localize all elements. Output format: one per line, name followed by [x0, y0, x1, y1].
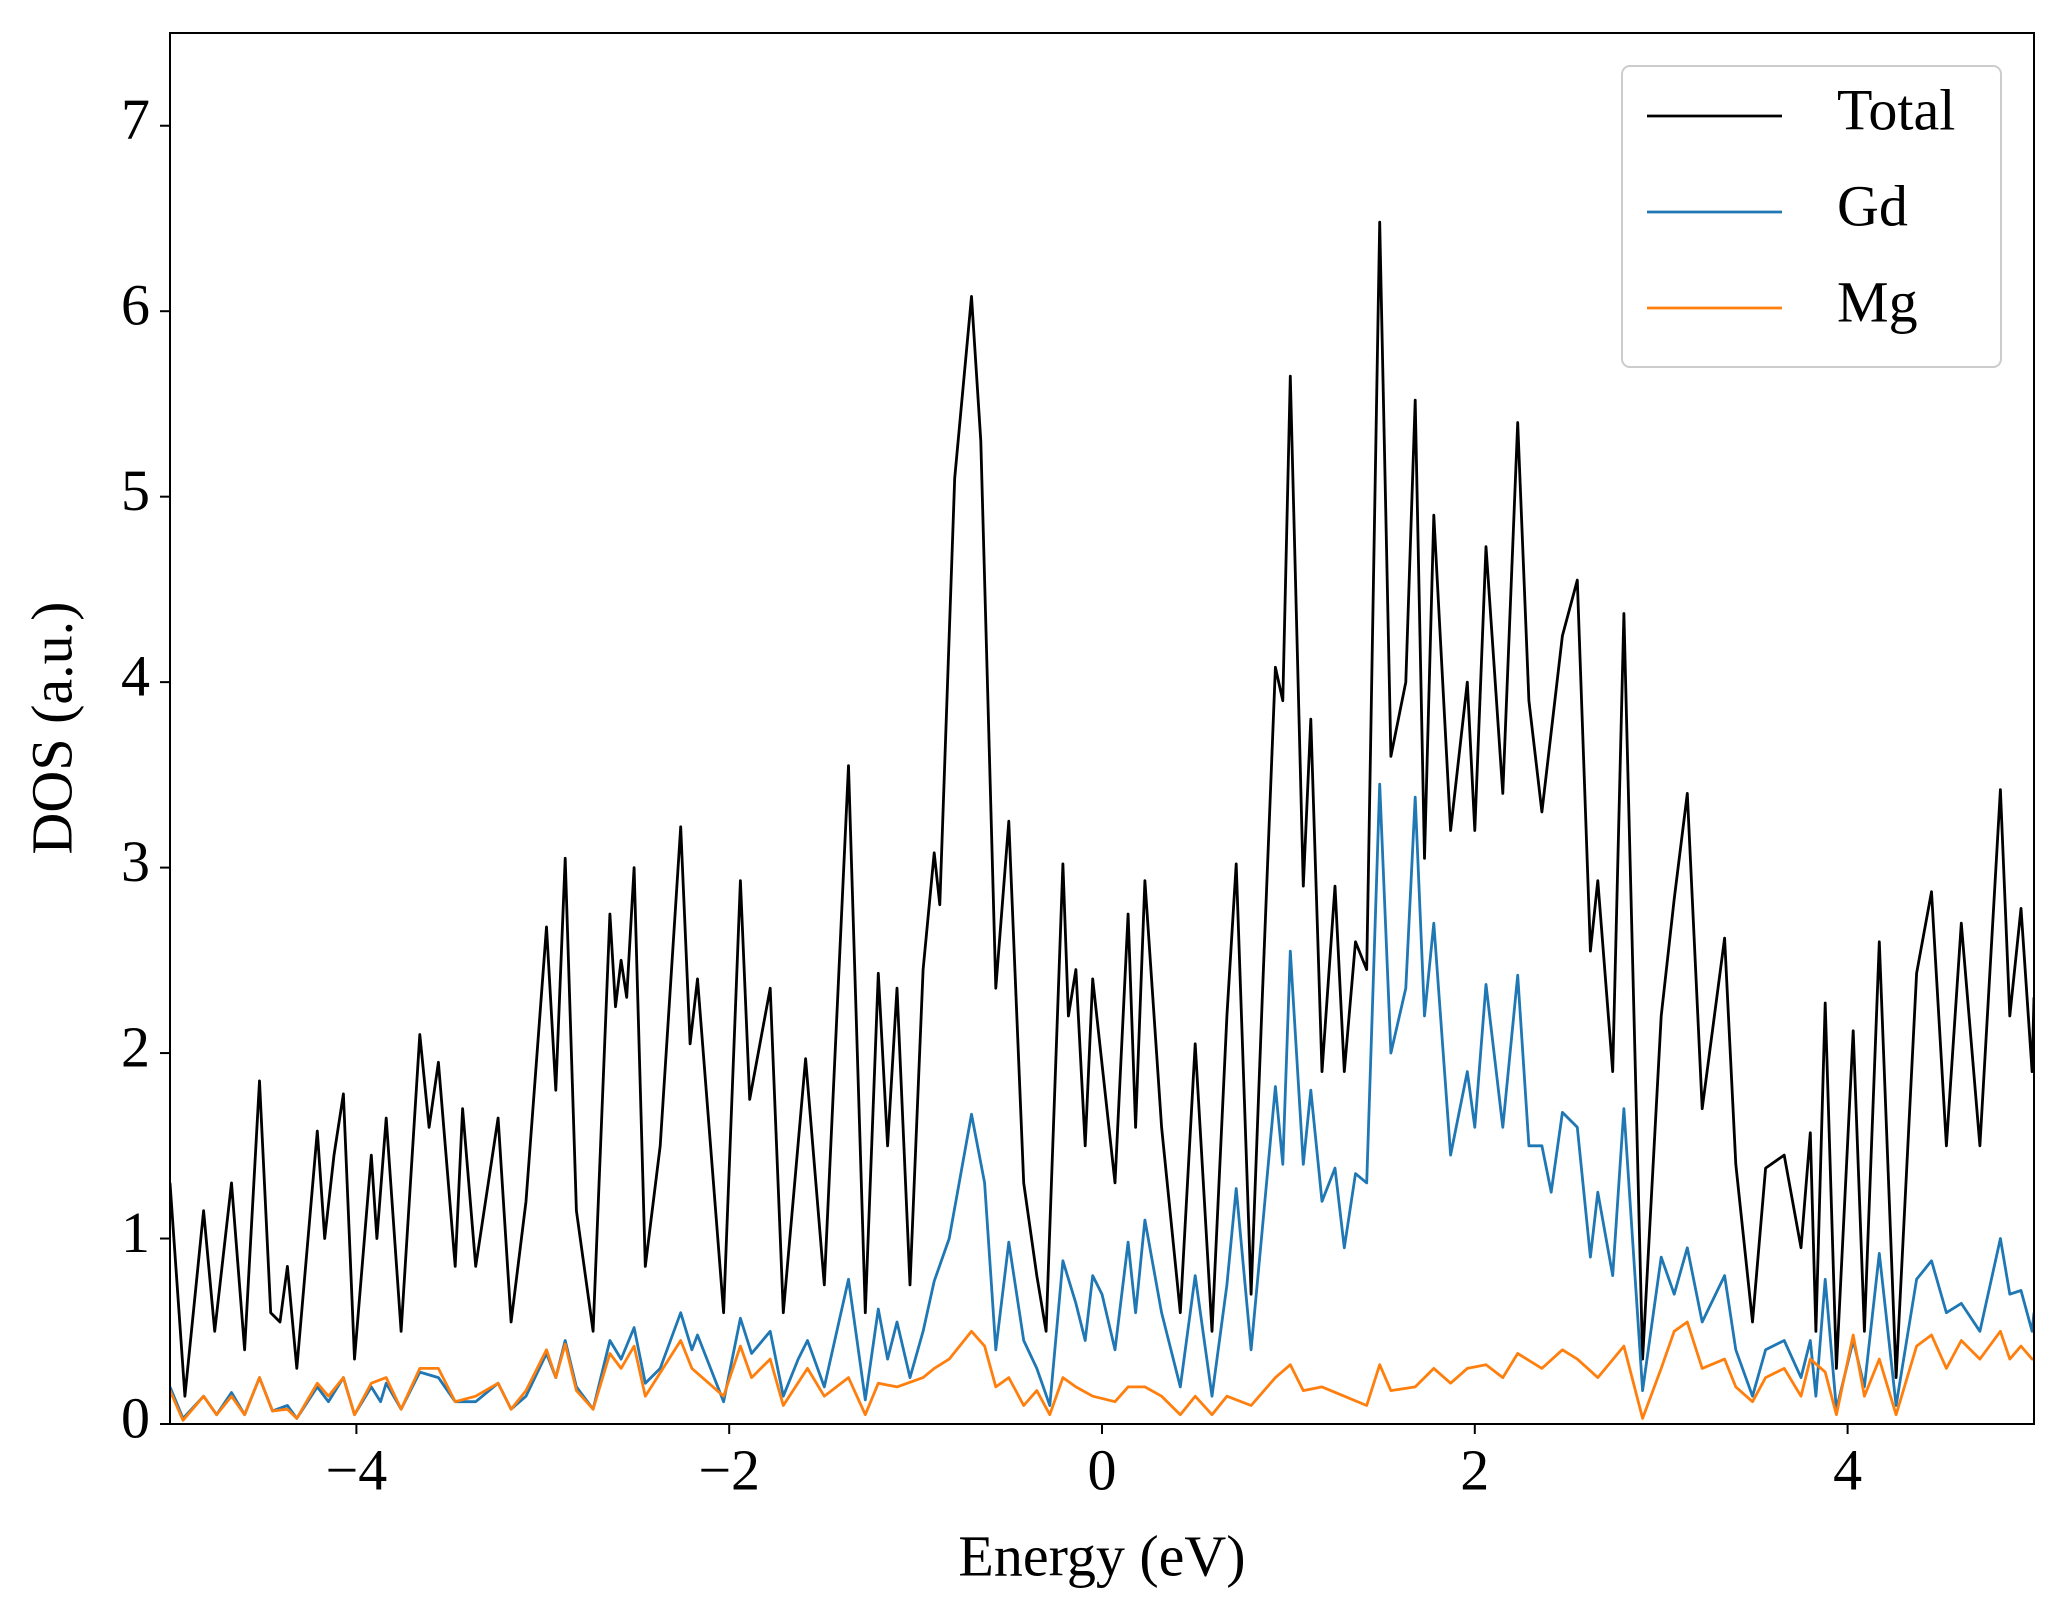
y-tick-label: 4: [121, 643, 150, 708]
y-tick-label: 6: [121, 273, 150, 338]
x-axis-label: Energy (eV): [958, 1523, 1245, 1588]
y-tick-label: 5: [121, 458, 150, 523]
y-tick-label: 0: [121, 1385, 150, 1450]
x-tick-label: 0: [1088, 1437, 1117, 1502]
x-tick-label: −2: [698, 1437, 760, 1502]
series-line: [170, 1320, 2034, 1422]
x-tick-label: −4: [326, 1437, 388, 1502]
y-tick-label: 3: [121, 829, 150, 894]
legend: Total Gd Mg: [1621, 65, 2002, 368]
y-tick-label: 7: [121, 87, 150, 152]
x-tick-label: 2: [1460, 1437, 1489, 1502]
y-axis-label: DOS (a.u.): [19, 602, 84, 855]
legend-label: Gd: [1837, 173, 1908, 238]
series-line: [170, 782, 2034, 1420]
y-tick-label: 1: [121, 1200, 150, 1265]
series-line: [170, 220, 2034, 1398]
legend-label: Total: [1837, 77, 1955, 142]
legend-label: Mg: [1837, 269, 1918, 334]
legend-box: [1621, 65, 2002, 368]
y-tick-label: 2: [121, 1014, 150, 1079]
plot-lines: [170, 220, 2034, 1422]
x-tick-label: 4: [1833, 1437, 1862, 1502]
